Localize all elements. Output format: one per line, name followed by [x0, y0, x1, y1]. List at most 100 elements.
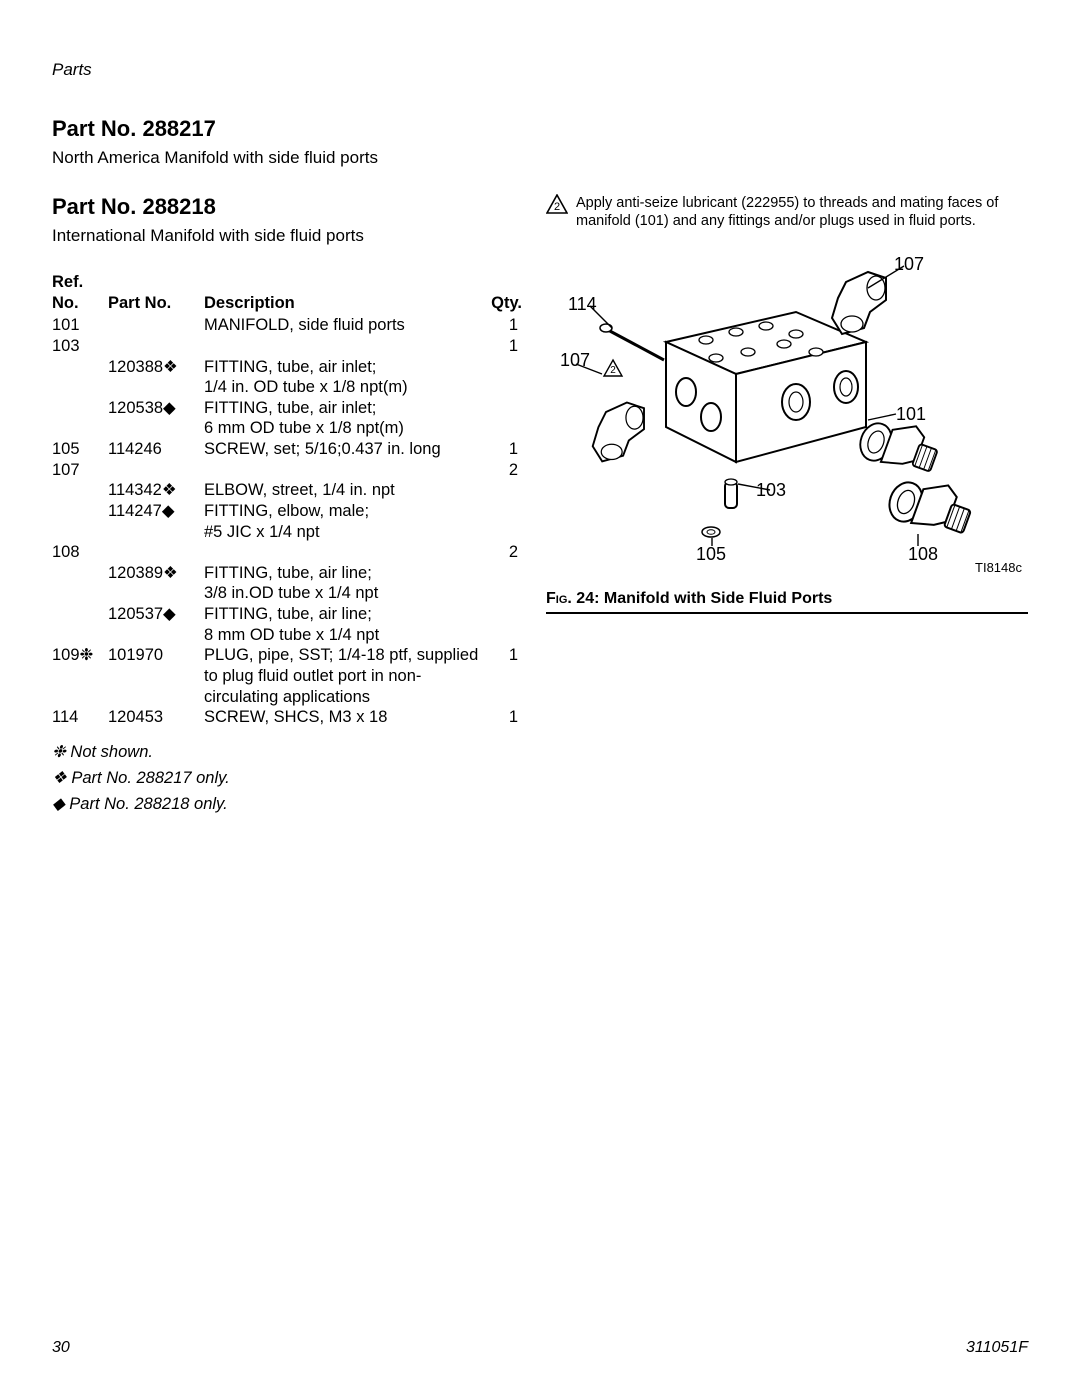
table-cell: FITTING, elbow, male;#5 JIC x 1/4 npt — [204, 501, 484, 542]
table-cell: FITTING, tube, air inlet;1/4 in. OD tube… — [204, 357, 484, 398]
table-cell — [484, 398, 522, 439]
section-288218: Part No. 288218 International Manifold w… — [52, 194, 522, 246]
svg-text:2: 2 — [610, 365, 616, 376]
table-row: 120538◆FITTING, tube, air inlet;6 mm OD … — [52, 398, 522, 439]
breadcrumb: Parts — [52, 60, 1028, 80]
note-text: Apply anti-seize lubricant (222955) to t… — [576, 194, 1028, 230]
table-cell — [108, 315, 204, 336]
table-cell: 2 — [484, 542, 522, 563]
table-row: 114247◆FITTING, elbow, male;#5 JIC x 1/4… — [52, 501, 522, 542]
parts-table: Ref.No. Part No. Description Qty. 101 MAN… — [52, 272, 522, 728]
table-cell — [52, 563, 108, 604]
subheading-288217: North America Manifold with side fluid p… — [52, 148, 1028, 168]
table-cell: 108 — [52, 542, 108, 563]
diagram-callout: 107 — [894, 254, 924, 275]
table-cell: 1 — [484, 315, 522, 336]
table-cell — [484, 604, 522, 645]
table-cell: ELBOW, street, 1/4 in. npt — [204, 480, 484, 501]
table-cell: 120388❖ — [108, 357, 204, 398]
heading-288218: Part No. 288218 — [52, 194, 522, 220]
table-cell — [484, 563, 522, 604]
table-cell: 114342❖ — [108, 480, 204, 501]
col-pn: Part No. — [108, 272, 204, 315]
table-row: 109❉101970PLUG, pipe, SST; 1/4-18 ptf, s… — [52, 645, 522, 707]
table-cell — [204, 542, 484, 563]
document-id: 311051F — [966, 1339, 1028, 1357]
table-cell — [484, 501, 522, 542]
note-marker-icon: 2 — [546, 194, 568, 230]
table-cell: 105 — [52, 439, 108, 460]
diagram-callout: 101 — [896, 404, 926, 425]
table-cell: 101970 — [108, 645, 204, 707]
diagram-callout: 105 — [696, 544, 726, 565]
table-row: 103 1 — [52, 336, 522, 357]
table-row: 108 2 — [52, 542, 522, 563]
footnote: ❖ Part No. 288217 only. — [52, 768, 522, 788]
subheading-288218: International Manifold with side fluid p… — [52, 226, 522, 246]
exploded-diagram: 2 TI8148c 107 114 107 101 103 105 108 — [546, 242, 1028, 582]
footnotes: ❉ Not shown. ❖ Part No. 288217 only. ◆ P… — [52, 742, 522, 814]
figure-caption-prefix: Fig. — [546, 590, 572, 607]
table-cell: 114246 — [108, 439, 204, 460]
table-row: 120389❖FITTING, tube, air line;3/8 in.OD… — [52, 563, 522, 604]
table-cell: MANIFOLD, side fluid ports — [204, 315, 484, 336]
table-row: 105114246SCREW, set; 5/16;0.437 in. long… — [52, 439, 522, 460]
table-row: 120537◆FITTING, tube, air line;8 mm OD t… — [52, 604, 522, 645]
footnote: ❉ Not shown. — [52, 742, 522, 762]
table-cell — [108, 542, 204, 563]
table-cell: SCREW, SHCS, M3 x 18 — [204, 707, 484, 728]
diagram-callout: 108 — [908, 544, 938, 565]
table-cell: 120389❖ — [108, 563, 204, 604]
table-row: 101 MANIFOLD, side fluid ports1 — [52, 315, 522, 336]
table-cell — [52, 604, 108, 645]
table-cell: FITTING, tube, air inlet;6 mm OD tube x … — [204, 398, 484, 439]
table-cell — [484, 480, 522, 501]
table-row: 120388❖FITTING, tube, air inlet;1/4 in. … — [52, 357, 522, 398]
table-cell: 101 — [52, 315, 108, 336]
table-cell — [52, 357, 108, 398]
table-cell: 1 — [484, 439, 522, 460]
table-cell — [52, 480, 108, 501]
assembly-note: 2 Apply anti-seize lubricant (222955) to… — [546, 194, 1028, 230]
table-cell: 120453 — [108, 707, 204, 728]
table-cell — [52, 501, 108, 542]
figure-id: TI8148c — [975, 560, 1022, 575]
table-cell: 2 — [484, 460, 522, 481]
page-number: 30 — [52, 1339, 70, 1357]
table-cell: 114 — [52, 707, 108, 728]
section-288217: Part No. 288217 North America Manifold w… — [52, 116, 1028, 168]
table-cell: FITTING, tube, air line;3/8 in.OD tube x… — [204, 563, 484, 604]
table-cell: 114247◆ — [108, 501, 204, 542]
page-footer: 30 311051F — [52, 1339, 1028, 1357]
table-cell: 103 — [52, 336, 108, 357]
table-cell — [204, 336, 484, 357]
table-cell: 107 — [52, 460, 108, 481]
figure-caption-text: 24: Manifold with Side Fluid Ports — [572, 590, 832, 607]
table-cell: 120537◆ — [108, 604, 204, 645]
table-cell — [484, 357, 522, 398]
table-cell: 1 — [484, 707, 522, 728]
footnote: ◆ Part No. 288218 only. — [52, 794, 522, 814]
table-cell: FITTING, tube, air line;8 mm OD tube x 1… — [204, 604, 484, 645]
table-cell — [108, 460, 204, 481]
col-ref: Ref.No. — [52, 272, 108, 315]
col-desc: Description — [204, 272, 484, 315]
heading-288217: Part No. 288217 — [52, 116, 1028, 142]
diagram-callout: 114 — [568, 294, 597, 315]
diagram-callout: 103 — [756, 480, 786, 501]
diagram-callout: 107 — [560, 350, 590, 371]
table-row: 114342❖ELBOW, street, 1/4 in. npt — [52, 480, 522, 501]
table-cell — [108, 336, 204, 357]
table-cell: 109❉ — [52, 645, 108, 707]
col-qty: Qty. — [484, 272, 522, 315]
table-row: 114120453SCREW, SHCS, M3 x 181 — [52, 707, 522, 728]
table-cell: 1 — [484, 645, 522, 707]
table-cell: 1 — [484, 336, 522, 357]
table-cell — [52, 398, 108, 439]
table-row: 107 2 — [52, 460, 522, 481]
table-cell: 120538◆ — [108, 398, 204, 439]
table-header-row: Ref.No. Part No. Description Qty. — [52, 272, 522, 315]
figure-caption: Fig. 24: Manifold with Side Fluid Ports — [546, 588, 1028, 614]
table-cell: PLUG, pipe, SST; 1/4-18 ptf, supplied to… — [204, 645, 484, 707]
svg-text:2: 2 — [554, 201, 560, 213]
